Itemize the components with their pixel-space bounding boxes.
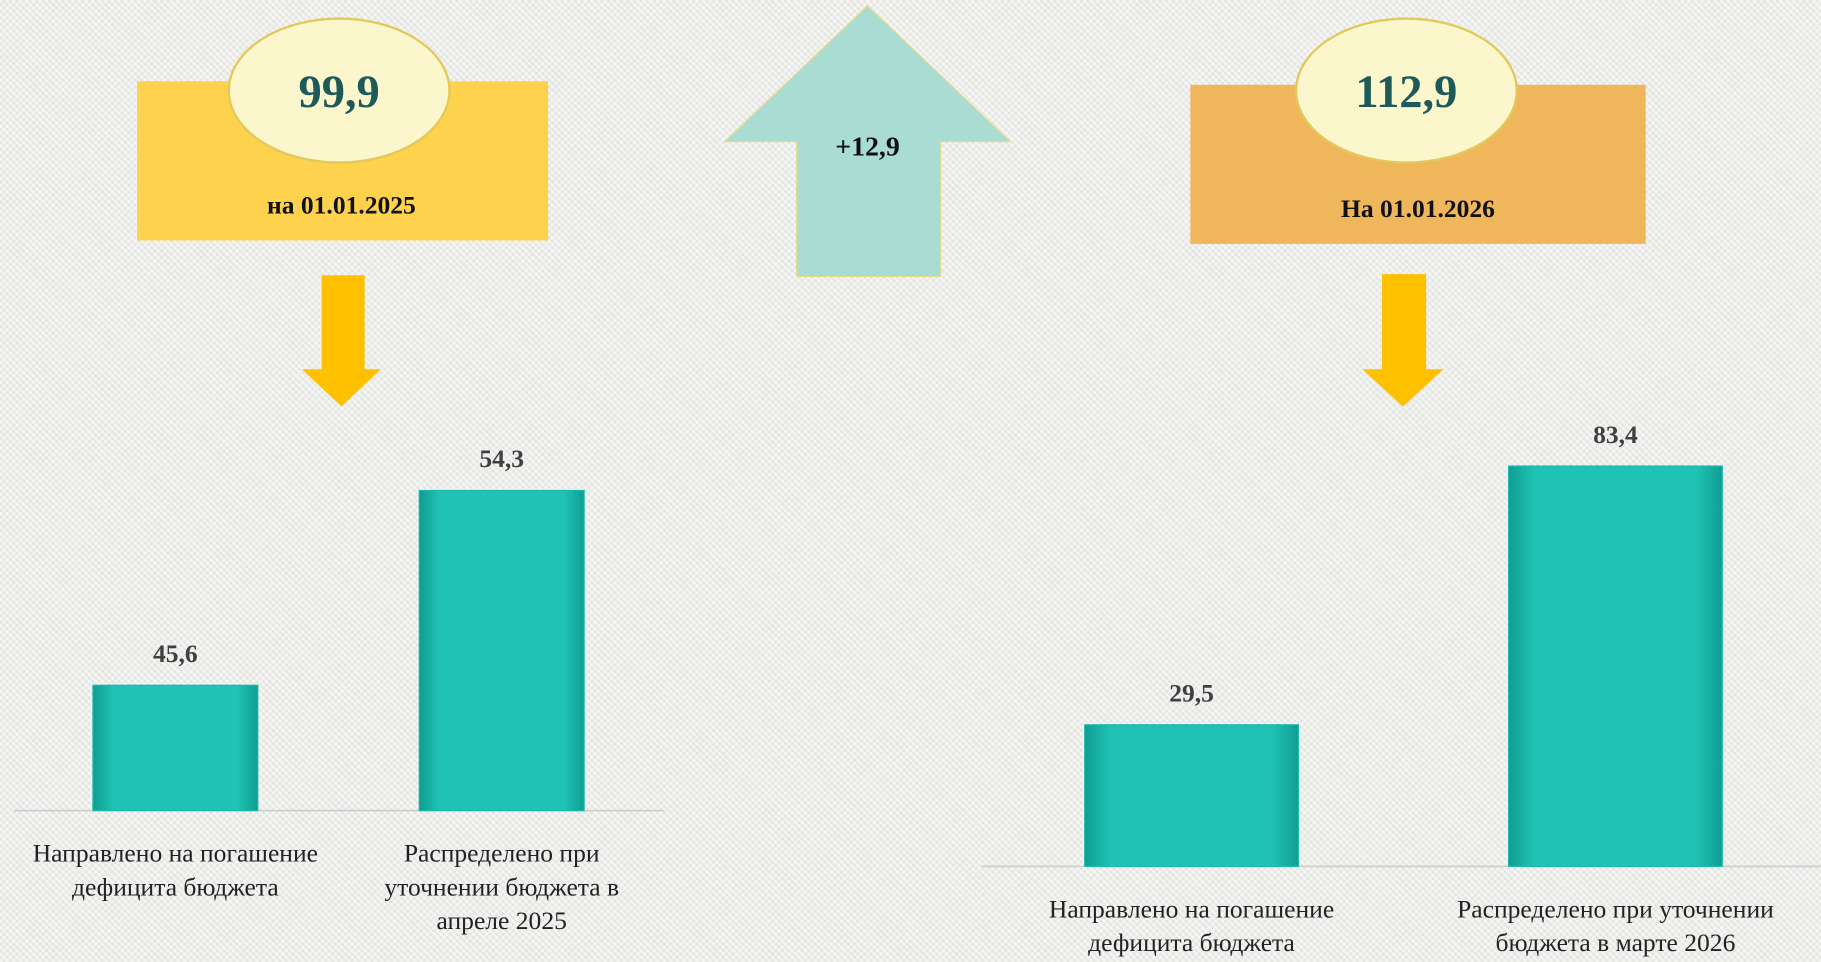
bar <box>1508 465 1723 867</box>
end-date: На 01.01.2026 <box>1341 194 1495 223</box>
value-label: 45,6 <box>153 639 198 668</box>
start-amount: 99,9 <box>298 67 379 118</box>
value-label: 54,3 <box>479 444 524 473</box>
bar <box>92 684 259 812</box>
start-ellipse <box>227 17 451 164</box>
category-label: Направлено на погашение дефицита бюджета <box>1048 894 1335 957</box>
end-ellipse <box>1294 17 1518 164</box>
category-label: Распределено при уточнении бюджета в апр… <box>384 838 620 935</box>
end-amount: 112,9 <box>1355 67 1457 118</box>
value-label: 83,4 <box>1593 420 1638 449</box>
category-label: Распределено при уточнении бюджета в мар… <box>1457 894 1774 957</box>
down-arrow <box>1362 274 1444 407</box>
up-arrow <box>723 5 1012 277</box>
bar <box>1084 724 1299 867</box>
change: +12,9 <box>835 132 900 163</box>
value-label: 29,5 <box>1169 679 1214 708</box>
start-date: на 01.01.2025 <box>267 191 416 220</box>
category-label: Направлено на погашение дефицита бюджета <box>32 838 318 902</box>
bar <box>418 489 585 812</box>
down-arrow <box>301 275 381 407</box>
